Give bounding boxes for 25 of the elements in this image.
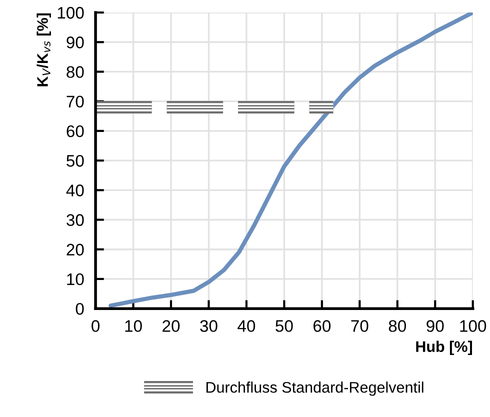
x-tick-label: 30 bbox=[200, 320, 218, 332]
y-tick-label: 20 bbox=[66, 244, 84, 256]
x-axis-title: Hub [%] bbox=[416, 340, 472, 356]
y-tick-label: 100 bbox=[58, 6, 84, 19]
y-tick-label: 60 bbox=[66, 125, 84, 138]
y-axis-title: K$_{V}$/K$_{vs}$ [%] bbox=[36, 13, 51, 86]
x-tick-label: 10 bbox=[125, 320, 142, 332]
x-tick-label: 90 bbox=[426, 320, 444, 332]
y-tick-label: 50 bbox=[66, 154, 84, 167]
x-tick-label: 20 bbox=[162, 320, 180, 332]
y-tick-label: 0 bbox=[76, 302, 84, 315]
y-tick-label: 40 bbox=[66, 184, 84, 196]
x-tick-label: 80 bbox=[388, 320, 406, 332]
x-tick-label: 100 bbox=[460, 320, 486, 332]
y-tick-label: 30 bbox=[66, 214, 84, 226]
x-tick-label: 70 bbox=[351, 320, 368, 332]
y-tick-label: 70 bbox=[66, 96, 84, 108]
y-tick-label: 90 bbox=[66, 36, 84, 48]
x-tick-label: 50 bbox=[276, 320, 293, 332]
x-tick-label: 0 bbox=[92, 320, 100, 332]
legend-label: Durchfluss Standard-Regelventil bbox=[206, 382, 424, 396]
y-tick-label: 80 bbox=[66, 66, 84, 78]
y-tick-label: 10 bbox=[67, 273, 84, 286]
x-tick-label: 60 bbox=[314, 320, 331, 332]
x-tick-label: 40 bbox=[238, 320, 256, 332]
